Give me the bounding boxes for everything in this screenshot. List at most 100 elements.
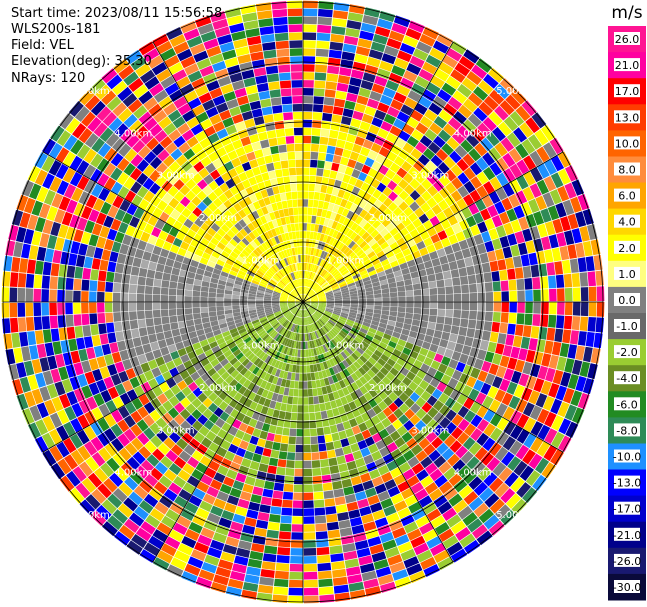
- velocity-gate: [341, 308, 350, 312]
- velocity-gate: [113, 282, 122, 293]
- velocity-gate: [463, 470, 477, 485]
- velocity-gate: [377, 490, 390, 502]
- velocity-gate: [307, 308, 312, 315]
- velocity-gate: [337, 242, 345, 251]
- colorbar-tick-label: -26.0: [613, 555, 641, 568]
- velocity-gate: [476, 405, 489, 418]
- velocity-gate: [274, 570, 289, 580]
- velocity-gate: [315, 322, 320, 329]
- velocity-gate: [537, 223, 548, 238]
- velocity-gate: [554, 328, 564, 343]
- velocity-gate: [303, 460, 312, 469]
- velocity-gate: [376, 223, 385, 233]
- velocity-gate: [331, 238, 339, 247]
- velocity-gate: [382, 292, 390, 298]
- velocity-gate: [112, 509, 128, 524]
- velocity-gate: [264, 272, 272, 279]
- velocity-gate: [458, 104, 473, 119]
- velocity-gate: [406, 116, 419, 129]
- velocity-gate: [242, 524, 256, 535]
- velocity-gate: [353, 532, 367, 543]
- velocity-gate: [104, 238, 114, 251]
- velocity-gate: [55, 353, 65, 368]
- velocity-gate: [158, 230, 169, 241]
- velocity-gate: [563, 315, 573, 330]
- velocity-gate: [185, 190, 196, 201]
- velocity-gate: [240, 4, 257, 15]
- velocity-gate: [409, 228, 420, 239]
- velocity-gate: [295, 300, 303, 302]
- velocity-gate: [69, 214, 81, 229]
- velocity-gate: [140, 381, 152, 394]
- colorbar-tick-label: 17.0: [615, 85, 640, 98]
- velocity-gate: [424, 334, 433, 344]
- velocity-gate: [293, 271, 297, 280]
- velocity-gate: [54, 381, 66, 396]
- velocity-gate: [200, 30, 217, 43]
- velocity-gate: [427, 366, 437, 377]
- velocity-gate: [243, 77, 257, 88]
- velocity-gate: [366, 98, 380, 109]
- velocity-gate: [367, 150, 379, 161]
- velocity-gate: [100, 201, 112, 215]
- velocity-gate: [571, 359, 583, 376]
- velocity-gate: [218, 401, 229, 411]
- velocity-gate: [149, 409, 161, 422]
- velocity-gate: [408, 381, 419, 392]
- velocity-gate: [472, 461, 486, 476]
- velocity-gate: [495, 187, 508, 201]
- velocity-gate: [316, 40, 330, 49]
- velocity-gate: [298, 381, 303, 389]
- velocity-gate: [359, 30, 374, 41]
- velocity-gate: [430, 302, 438, 309]
- velocity-gate: [115, 263, 125, 274]
- velocity-gate: [450, 41, 467, 55]
- velocity-gate: [204, 217, 215, 227]
- velocity-gate: [284, 287, 291, 293]
- velocity-gate: [140, 521, 156, 535]
- velocity-gate: [276, 314, 283, 319]
- velocity-gate: [83, 425, 97, 441]
- velocity-gate: [155, 356, 166, 367]
- velocity-gate: [349, 290, 358, 295]
- velocity-gate: [283, 419, 291, 428]
- velocity-gate: [251, 220, 260, 229]
- velocity-gate: [266, 391, 274, 400]
- velocity-gate: [308, 183, 315, 192]
- velocity-gate: [31, 388, 44, 405]
- velocity-gate: [308, 191, 315, 200]
- velocity-gate: [396, 316, 405, 324]
- velocity-gate: [364, 262, 374, 270]
- velocity-gate: [232, 113, 244, 124]
- velocity-gate: [335, 323, 343, 330]
- velocity-gate: [303, 452, 312, 461]
- velocity-gate: [322, 418, 330, 427]
- velocity-gate: [420, 475, 434, 488]
- velocity-gate: [219, 109, 232, 121]
- velocity-gate: [31, 231, 42, 246]
- velocity-gate: [75, 482, 91, 499]
- velocity-gate: [314, 80, 326, 89]
- velocity-gate: [310, 296, 318, 300]
- velocity-gate: [202, 99, 216, 111]
- velocity-gate: [330, 316, 338, 322]
- velocity-gate: [251, 384, 260, 394]
- velocity-gate: [274, 323, 281, 330]
- velocity-gate: [283, 267, 289, 275]
- velocity-gate: [334, 147, 344, 156]
- velocity-gate: [354, 336, 363, 344]
- velocity-gate: [363, 578, 379, 589]
- velocity-gate: [280, 354, 286, 362]
- velocity-gate: [54, 237, 65, 251]
- velocity-gate: [183, 235, 193, 245]
- velocity-gate: [349, 589, 366, 600]
- velocity-gate: [244, 398, 253, 408]
- velocity-gate: [453, 309, 462, 319]
- velocity-gate: [408, 426, 420, 438]
- velocity-gate: [489, 399, 501, 413]
- velocity-gate: [282, 319, 288, 327]
- velocity-gate: [308, 307, 314, 314]
- velocity-gate: [397, 507, 411, 519]
- velocity-gate: [262, 488, 274, 498]
- velocity-gate: [333, 584, 349, 594]
